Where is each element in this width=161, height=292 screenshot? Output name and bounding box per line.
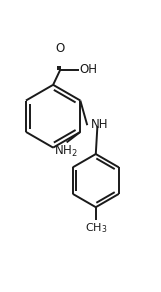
Text: OH: OH	[79, 63, 97, 76]
Text: NH: NH	[91, 118, 109, 131]
Text: CH$_3$: CH$_3$	[85, 221, 107, 234]
Text: O: O	[56, 42, 65, 55]
Text: NH$_2$: NH$_2$	[54, 144, 78, 159]
